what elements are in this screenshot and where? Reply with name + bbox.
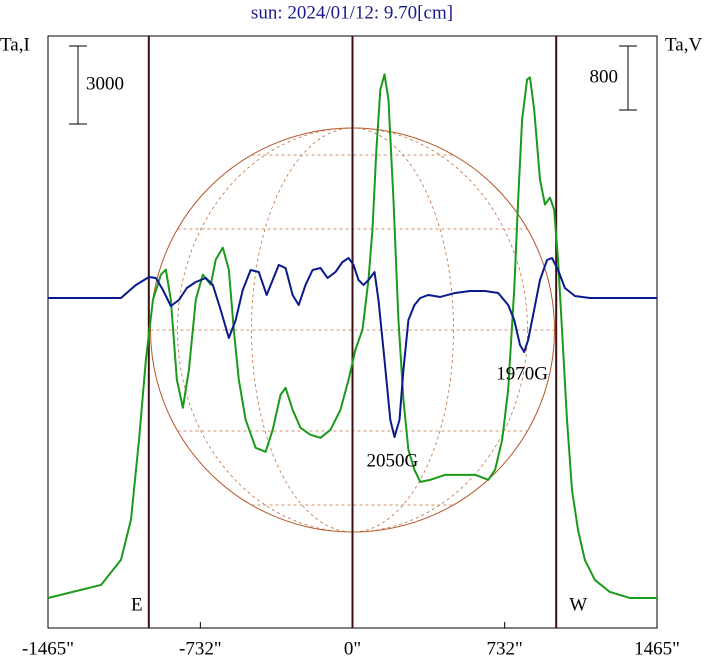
x-tick-label: 1465" <box>634 638 680 659</box>
y2-axis-label: Ta,V <box>665 34 702 55</box>
y-axis-label: Ta,I <box>0 34 30 55</box>
x-tick-label: -1465" <box>22 638 74 659</box>
chart-title: sun: 2024/01/12: 9.70[cm] <box>251 2 453 23</box>
x-tick-label: 732" <box>487 638 523 659</box>
annotation: 2050G <box>367 450 419 471</box>
annotation: 1970G <box>496 363 548 384</box>
limb-label: E <box>131 594 143 615</box>
x-tick-label: 0" <box>344 638 361 659</box>
series-line <box>48 257 657 439</box>
series-line <box>47 73 657 599</box>
scale-bar-label: 800 <box>590 66 619 87</box>
limb-label: W <box>569 594 587 615</box>
scale-bar-label: 3000 <box>86 73 124 94</box>
x-tick-label: -732" <box>179 638 222 659</box>
